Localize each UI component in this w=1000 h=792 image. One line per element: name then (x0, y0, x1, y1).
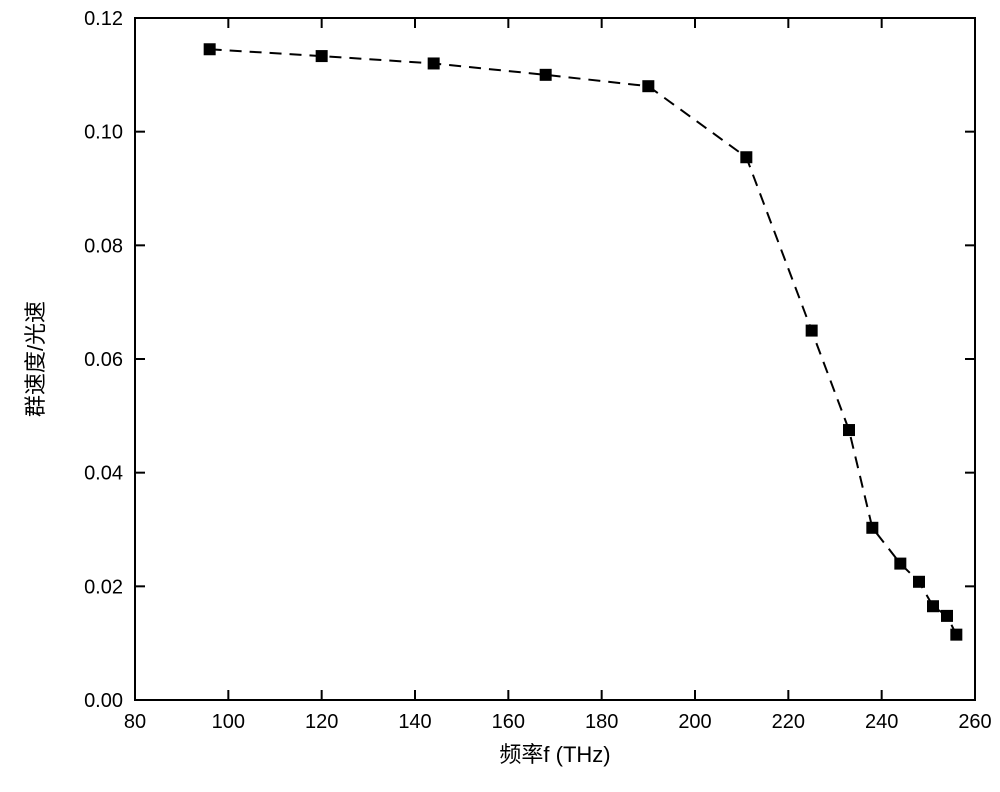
x-tick-label: 160 (492, 711, 525, 733)
y-tick-label: 0.08 (84, 235, 123, 257)
x-tick-label: 200 (678, 711, 711, 733)
y-tick-label: 0.10 (84, 122, 123, 144)
x-tick-label: 240 (865, 711, 898, 733)
data-marker (806, 325, 818, 337)
data-marker (642, 80, 654, 92)
data-marker (913, 576, 925, 588)
data-line (210, 49, 957, 634)
plot-border (135, 18, 975, 700)
y-tick-label: 0.04 (84, 463, 123, 485)
x-axis-label: 频率f (THz) (499, 742, 610, 767)
data-marker (927, 600, 939, 612)
data-marker (204, 43, 216, 55)
x-tick-label: 100 (212, 711, 245, 733)
data-marker (950, 629, 962, 641)
data-marker (540, 69, 552, 81)
data-marker (843, 424, 855, 436)
y-tick-label: 0.12 (84, 8, 123, 30)
x-tick-label: 140 (398, 711, 431, 733)
data-marker (316, 50, 328, 62)
chart-container: 80 100 120 140 160 180 200 220 240 260 0.00 0.02 0.0… (0, 0, 1000, 792)
data-marker (428, 57, 440, 69)
y-tick-label: 0.02 (84, 576, 123, 598)
data-marker (894, 558, 906, 570)
x-tick-label: 80 (124, 711, 146, 733)
x-tick-label: 260 (958, 711, 991, 733)
data-marker (740, 151, 752, 163)
data-marker (941, 610, 953, 622)
x-tick-label: 180 (585, 711, 618, 733)
y-tick-label: 0.00 (84, 690, 123, 712)
line-chart: 80 100 120 140 160 180 200 220 240 260 0.00 0.02 0.0… (0, 0, 1000, 792)
y-axis-label: 群速度/光速 (23, 301, 48, 417)
data-marker (866, 522, 878, 534)
y-tick-label: 0.06 (84, 349, 123, 371)
x-tick-label: 220 (772, 711, 805, 733)
x-tick-label: 120 (305, 711, 338, 733)
